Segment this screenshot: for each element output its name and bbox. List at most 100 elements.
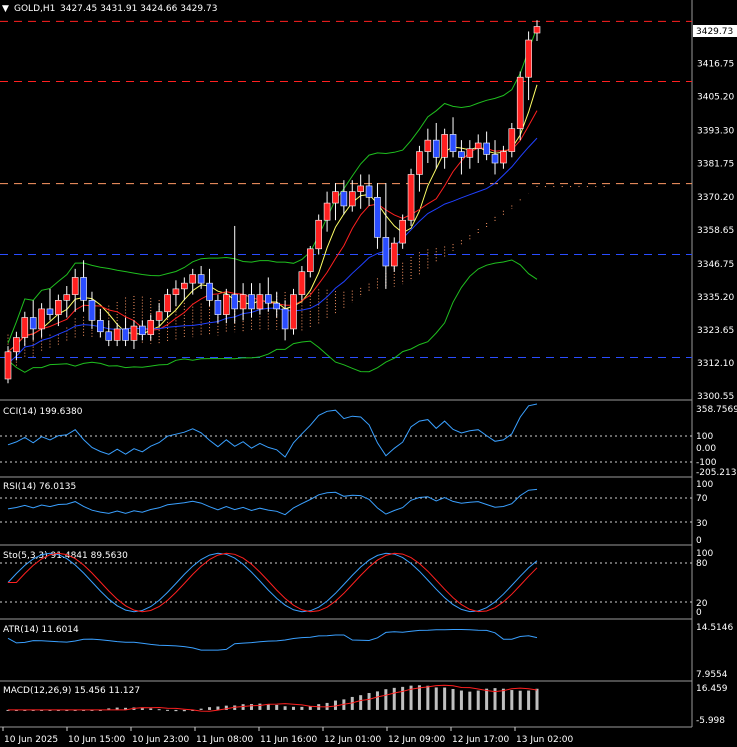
candle-body: [4, 351, 12, 380]
stoch-axis: 100 80 20 0: [696, 549, 713, 618]
candle-body: [382, 237, 390, 267]
atr-pane: [7, 629, 538, 651]
macd-histogram-bar: [140, 708, 144, 710]
macd-histogram-bar: [485, 688, 489, 710]
macd-histogram-bar: [409, 685, 413, 710]
cci-axis-100: 100: [696, 432, 713, 442]
cci-axis-max: 358.7569: [696, 405, 737, 415]
macd-histogram-bar: [392, 687, 396, 710]
macd-histogram-bar: [250, 704, 254, 710]
macd-histogram-bar: [476, 690, 480, 710]
macd-label: MACD(12,26,9) 15.456 11.127: [3, 686, 140, 696]
candle-body: [533, 26, 541, 34]
cci-label: CCI(14) 199.6380: [3, 407, 83, 417]
macd-histogram-bar: [308, 706, 312, 710]
candle-body: [97, 320, 104, 333]
time-tick-label: 10 Jun 2025: [4, 735, 58, 745]
ma-red-line: [7, 110, 538, 353]
macd-histogram-bar: [82, 709, 86, 711]
macd-histogram-bar: [367, 693, 371, 710]
cci-axis-0: 0.00: [696, 444, 716, 454]
candle-body: [332, 191, 339, 204]
collapse-arrow-icon[interactable]: ▼: [2, 4, 9, 14]
price-tick-label: 3370.20: [697, 193, 734, 203]
macd-histogram-bar: [90, 709, 94, 711]
price-axis: 3416.75 3405.20 3393.30 3381.75 3370.20 3358.…: [697, 60, 734, 402]
macd-histogram-bar: [468, 691, 472, 710]
atr-label: ATR(14) 11.6014: [3, 625, 79, 635]
macd-histogram-bar: [535, 688, 539, 710]
price-overlays: [7, 27, 538, 373]
time-tick-label: 12 Jun 17:00: [452, 735, 509, 745]
candle-body: [340, 191, 348, 207]
macd-histogram-bar: [107, 708, 111, 710]
candle-body: [273, 302, 280, 310]
time-tick-label: 10 Jun 23:00: [132, 735, 189, 745]
bollinger-lower-line: [7, 259, 538, 373]
candle-body: [206, 282, 213, 301]
candle-body: [500, 151, 507, 164]
candle-body: [63, 294, 71, 301]
price-tick-label: 3393.30: [697, 127, 734, 137]
candle-body: [256, 294, 264, 310]
candle-body: [290, 294, 297, 330]
macd-histogram-bar: [241, 704, 245, 710]
candle-body: [399, 219, 406, 244]
macd-histogram-bar: [191, 709, 195, 711]
macd-axis-max: 16.459: [696, 684, 728, 694]
candle-body: [21, 317, 29, 338]
stoch-d-line: [8, 552, 538, 613]
candle-body: [181, 282, 188, 290]
atr-axis-max: 14.5146: [696, 623, 733, 633]
candle-body: [298, 271, 306, 295]
horizontal-levels: [0, 20, 692, 359]
current-price-label: 3429.73: [696, 27, 733, 37]
candle-body: [214, 300, 222, 315]
pane-borders: [0, 0, 693, 728]
macd-histogram-bar: [426, 685, 430, 710]
macd-histogram-bar: [527, 690, 531, 710]
candle-body: [407, 174, 415, 221]
macd-histogram-bar: [291, 706, 295, 710]
macd-histogram-bar: [31, 709, 35, 711]
candle-body: [516, 76, 524, 129]
stoch-k-line: [7, 552, 538, 613]
price-tick-label: 3358.65: [697, 226, 734, 236]
candle-body: [88, 300, 96, 321]
candle-body: [281, 308, 289, 330]
time-tick-label: 13 Jun 02:00: [516, 735, 573, 745]
cci-axis: 358.7569 100 0.00 -100 -205.2135: [696, 405, 737, 478]
candle-body: [80, 277, 87, 301]
candlesticks: [4, 20, 541, 384]
macd-axis-min: -5.998: [696, 716, 725, 726]
macd-histogram-bar: [350, 696, 354, 710]
candle-body: [323, 202, 331, 221]
rsi-axis-30: 30: [696, 519, 708, 529]
macd-histogram-bar: [384, 689, 388, 710]
candle-body: [348, 191, 356, 207]
candle-body: [466, 148, 474, 158]
time-tick-label: 11 Jun 08:00: [196, 735, 253, 745]
macd-histogram-bar: [14, 709, 18, 711]
macd-histogram-bar: [48, 709, 52, 711]
price-tick-label: 3416.75: [697, 60, 734, 70]
candle-body: [239, 294, 247, 310]
current-price-box: [693, 25, 737, 37]
candle-body: [248, 294, 255, 310]
stoch-axis-0: 0: [696, 608, 702, 618]
candle-body: [432, 139, 440, 158]
macd-histogram-bar: [216, 706, 220, 710]
stoch-axis-20: 20: [696, 599, 708, 609]
candle-body: [491, 154, 499, 164]
candle-body: [474, 142, 482, 150]
candle-body: [164, 294, 171, 313]
candle-body: [130, 325, 138, 341]
macd-histogram-bar: [275, 704, 279, 710]
candle-body: [508, 128, 516, 152]
macd-signal-line: [8, 684, 538, 712]
macd-histogram-bar: [359, 695, 363, 710]
macd-histogram-bar: [224, 705, 228, 710]
rsi-line: [7, 488, 538, 516]
rsi-pane: [0, 488, 692, 523]
